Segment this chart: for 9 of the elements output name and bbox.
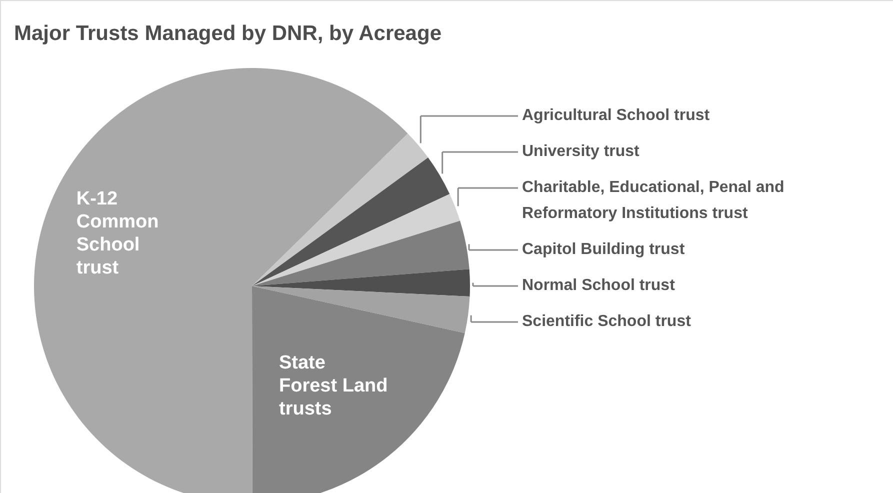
- slice-label: State Forest Land trusts: [278, 352, 388, 420]
- slice-label: K-12 Common School trust: [76, 188, 159, 278]
- slice-label: University trust: [522, 143, 640, 160]
- slice-label: Scientific School trust: [522, 313, 692, 330]
- slice-label: Agricultural School trust: [522, 107, 710, 124]
- slice-label: Charitable, Educational, Penal and Reformatory Institutions trust: [522, 179, 784, 222]
- slice-label: Capitol Building trust: [522, 241, 686, 258]
- slice-label: Normal School trust: [522, 277, 676, 294]
- chart-title: Major Trusts Managed by DNR, by Acreage: [14, 22, 442, 45]
